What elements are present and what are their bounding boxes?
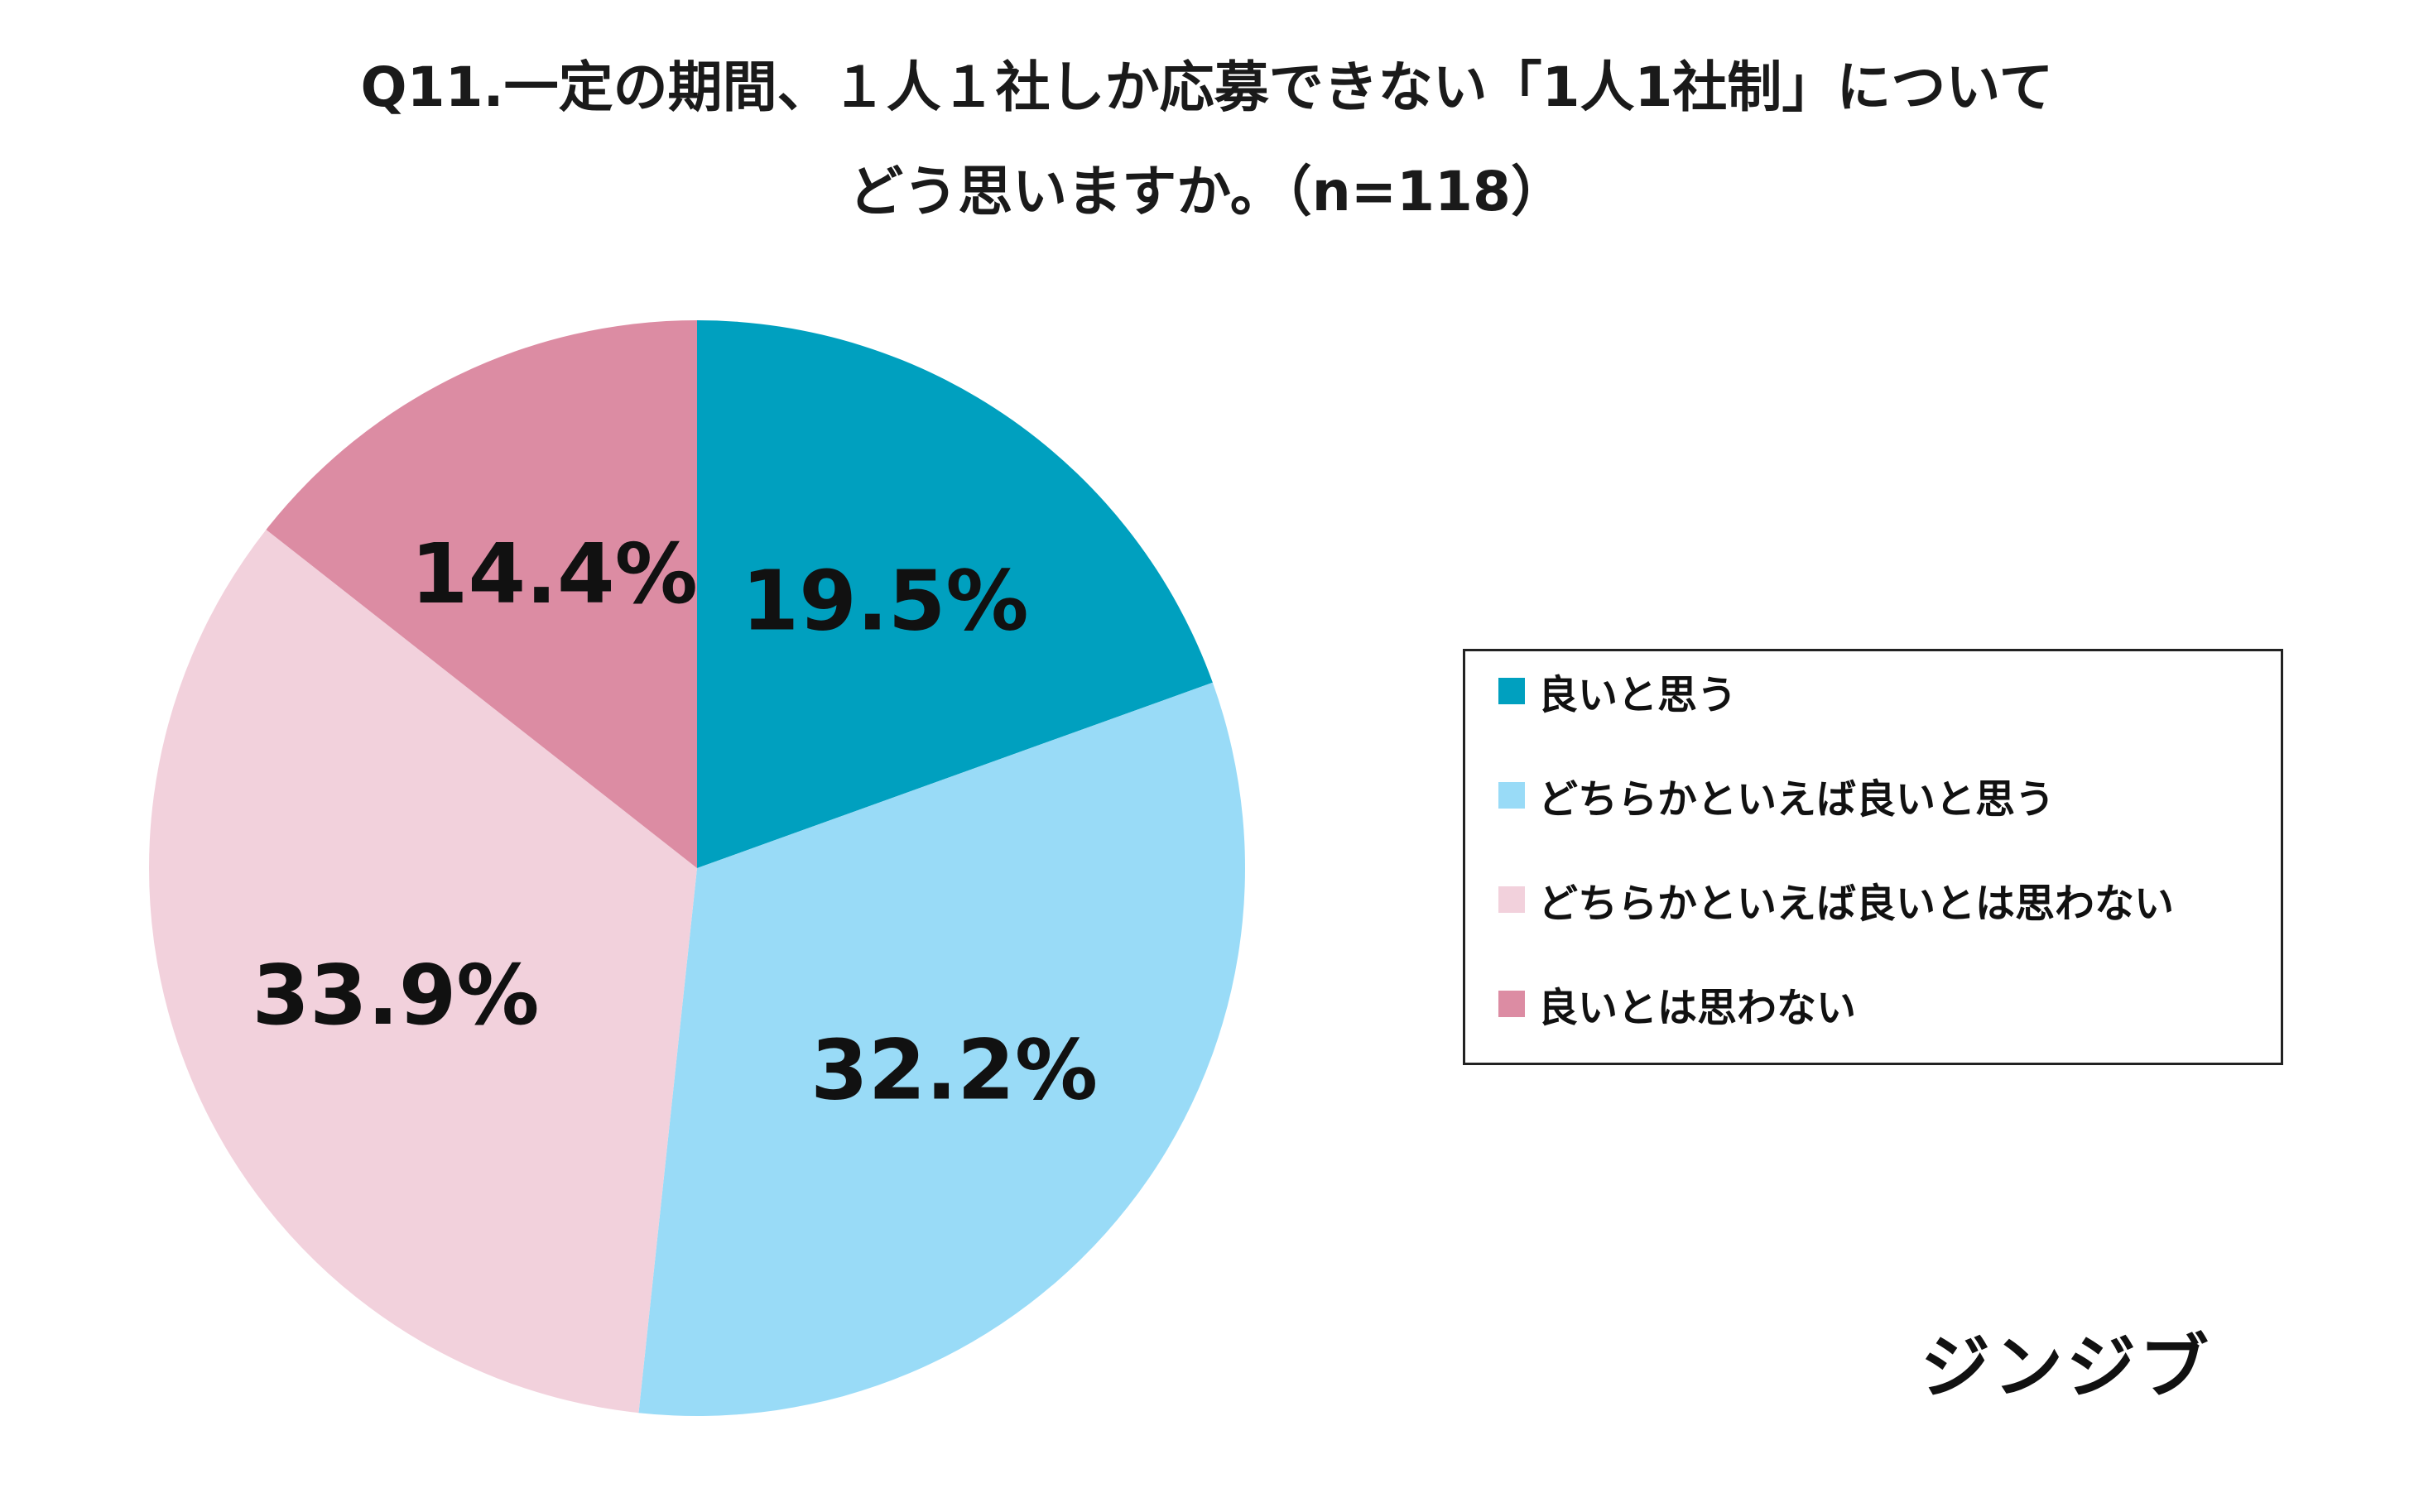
pie-label-4: 14.4% xyxy=(411,526,698,622)
legend: 良いと思う どちらかといえば良いと思う どちらかといえば良いとは思わない 良いと… xyxy=(1463,649,2283,1065)
legend-item-1: 良いと思う xyxy=(1498,662,1737,720)
legend-item-4: 良いとは思わない xyxy=(1498,975,1856,1033)
legend-item-2: どちらかといえば良いと思う xyxy=(1498,766,2055,824)
pie-chart: 19.5% 32.2% 33.9% 14.4% xyxy=(149,320,1245,1417)
pie-slice-2 xyxy=(638,682,1245,1417)
legend-item-3: どちらかといえば良いとは思わない xyxy=(1498,871,2174,929)
pie-label-3: 33.9% xyxy=(252,947,540,1044)
pie-slice-3 xyxy=(149,529,698,1414)
pie-label-1: 19.5% xyxy=(742,552,1029,649)
pie-label-2: 32.2% xyxy=(810,1022,1098,1119)
pie-slice-1 xyxy=(697,320,1213,868)
legend-swatch-2 xyxy=(1498,782,1525,809)
legend-label-3: どちらかといえば良いとは思わない xyxy=(1538,881,2175,927)
legend-swatch-4 xyxy=(1498,991,1525,1017)
chart-title-line-1: Q11.一定の期間、１人１社しか応募できない「1人1社制」について xyxy=(360,55,2054,119)
legend-swatch-1 xyxy=(1498,678,1525,704)
pie-slice-4 xyxy=(266,320,697,868)
legend-label-1: 良いと思う xyxy=(1538,672,1738,718)
chart-title-line-2: どう思いますか。（n=118） xyxy=(849,160,1565,223)
brand-logo: ジンジブ xyxy=(1921,1327,2213,1408)
legend-swatch-3 xyxy=(1498,886,1525,913)
legend-label-4: 良いとは思わない xyxy=(1538,985,1857,1031)
legend-label-2: どちらかといえば良いと思う xyxy=(1538,776,2056,823)
